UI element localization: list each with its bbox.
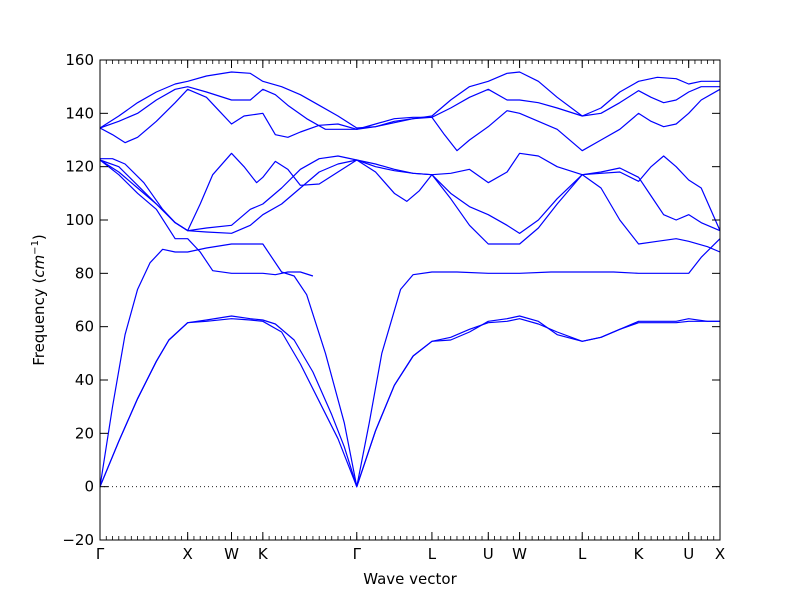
x-tick-label: K bbox=[258, 545, 269, 563]
x-tick-label: L bbox=[578, 545, 587, 563]
x-tick-label: X bbox=[715, 545, 725, 563]
x-tick-label: U bbox=[683, 545, 694, 563]
y-tick-label: 120 bbox=[65, 158, 94, 176]
y-tick-label: 160 bbox=[65, 51, 94, 69]
series-line-5 bbox=[99, 159, 314, 277]
x-tick-label: U bbox=[483, 545, 494, 563]
y-axis-label-close-paren: ) bbox=[30, 234, 48, 240]
y-tick-label: 140 bbox=[65, 104, 94, 122]
series-line-6 bbox=[99, 152, 721, 234]
series-line-10 bbox=[99, 71, 720, 129]
y-tick-label: 0 bbox=[84, 478, 94, 496]
y-tick-label: −20 bbox=[62, 531, 94, 549]
x-tick-label: W bbox=[224, 545, 239, 563]
series-line-2 bbox=[99, 315, 720, 488]
x-tick-label: Γ bbox=[353, 545, 362, 563]
x-tick-label: Γ bbox=[96, 545, 105, 563]
y-axis-label-unit-exp: −1 bbox=[30, 240, 41, 255]
series-line-3 bbox=[99, 238, 721, 488]
y-tick-label: 100 bbox=[65, 211, 94, 229]
x-axis-label: Wave vector bbox=[363, 570, 457, 588]
x-tick-label: W bbox=[512, 545, 527, 563]
y-tick-label: 80 bbox=[75, 264, 94, 282]
plot-frame bbox=[99, 59, 721, 541]
y-tick-label: 60 bbox=[75, 318, 94, 336]
y-axis-label-text: Frequency bbox=[30, 288, 48, 366]
y-axis-label-unit: cm bbox=[30, 255, 48, 278]
y-axis-label: Frequency (cm−1) bbox=[30, 234, 48, 366]
x-tick-label: L bbox=[428, 545, 437, 563]
series-line-8 bbox=[99, 88, 721, 152]
y-axis-label-open-paren: ( bbox=[30, 278, 48, 289]
series-line-7 bbox=[100, 152, 721, 232]
x-tick-label: K bbox=[634, 545, 645, 563]
y-tick-label: 40 bbox=[75, 371, 94, 389]
y-tick-label: 20 bbox=[75, 424, 94, 442]
x-tick-label: X bbox=[183, 545, 193, 563]
series-layer bbox=[99, 71, 721, 488]
tick-layer bbox=[99, 59, 721, 541]
